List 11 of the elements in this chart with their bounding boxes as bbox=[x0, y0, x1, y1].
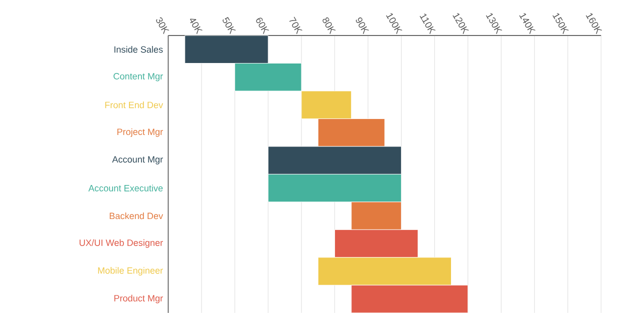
y-tick-label: Account Executive bbox=[88, 184, 163, 192]
y-tick-label: Product Mgr bbox=[114, 294, 163, 304]
y-tick-label: Account Mgr bbox=[112, 156, 163, 164]
y-tick-label: Front End Dev bbox=[105, 102, 164, 108]
y-tick-label: Inside Sales bbox=[114, 46, 163, 53]
y-tick-label: Backend Dev bbox=[110, 212, 164, 220]
y-tick-label: Content Mgr bbox=[114, 73, 163, 82]
y-tick-label: UX/UI Web Designer bbox=[80, 239, 163, 248]
y-tick-label: Project Mgr bbox=[117, 128, 163, 137]
x-tick-label: 40K bbox=[190, 18, 203, 34]
y-tick-label: Mobile Engineer bbox=[98, 267, 163, 276]
